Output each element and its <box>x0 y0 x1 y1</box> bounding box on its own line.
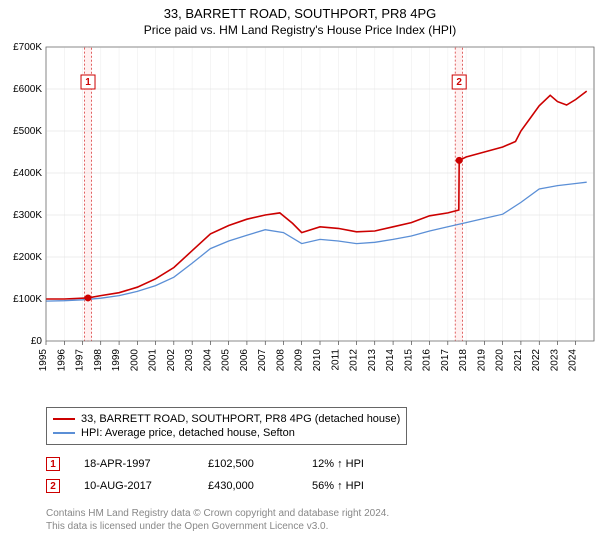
legend-swatch <box>53 418 75 420</box>
legend-item: HPI: Average price, detached house, Seft… <box>53 426 400 440</box>
svg-text:2011: 2011 <box>330 349 341 371</box>
svg-text:2020: 2020 <box>495 349 506 372</box>
page-subtitle: Price paid vs. HM Land Registry's House … <box>0 21 600 41</box>
svg-text:2016: 2016 <box>422 349 433 372</box>
transaction-delta: 56% ↑ HPI <box>312 480 422 492</box>
svg-text:£0: £0 <box>31 336 43 347</box>
legend-item: 33, BARRETT ROAD, SOUTHPORT, PR8 4PG (de… <box>53 412 400 426</box>
svg-text:2009: 2009 <box>294 349 305 372</box>
svg-text:2013: 2013 <box>367 349 378 372</box>
svg-text:1998: 1998 <box>93 349 104 372</box>
footer-line: Contains HM Land Registry data © Crown c… <box>46 507 600 520</box>
transaction-price: £430,000 <box>208 480 288 492</box>
footer: Contains HM Land Registry data © Crown c… <box>46 507 600 533</box>
transaction-price: £102,500 <box>208 458 288 470</box>
transaction-date: 10-AUG-2017 <box>84 480 184 492</box>
svg-text:2021: 2021 <box>513 349 524 372</box>
svg-text:£700K: £700K <box>13 42 42 53</box>
svg-text:2024: 2024 <box>568 349 579 372</box>
transaction-date: 18-APR-1997 <box>84 458 184 470</box>
svg-text:2005: 2005 <box>221 349 232 372</box>
svg-text:£100K: £100K <box>13 294 42 305</box>
transaction-delta: 12% ↑ HPI <box>312 458 422 470</box>
svg-text:2008: 2008 <box>275 349 286 372</box>
legend-label: HPI: Average price, detached house, Seft… <box>81 426 295 440</box>
transaction-marker: 1 <box>46 457 60 471</box>
svg-text:2018: 2018 <box>458 349 469 372</box>
svg-text:2012: 2012 <box>349 349 360 372</box>
svg-text:£500K: £500K <box>13 126 42 137</box>
svg-text:2001: 2001 <box>148 349 159 372</box>
svg-text:2007: 2007 <box>257 349 268 372</box>
transaction-row: 1 18-APR-1997 £102,500 12% ↑ HPI <box>46 453 600 475</box>
svg-text:£200K: £200K <box>13 252 42 263</box>
svg-text:2002: 2002 <box>166 349 177 372</box>
svg-text:2006: 2006 <box>239 349 250 372</box>
svg-text:£400K: £400K <box>13 168 42 179</box>
svg-text:1999: 1999 <box>111 349 122 372</box>
svg-text:2014: 2014 <box>385 349 396 372</box>
legend-swatch <box>53 432 75 434</box>
svg-text:£300K: £300K <box>13 210 42 221</box>
transaction-row: 2 10-AUG-2017 £430,000 56% ↑ HPI <box>46 475 600 497</box>
svg-text:2010: 2010 <box>312 349 323 372</box>
svg-text:2015: 2015 <box>403 349 414 372</box>
svg-text:2000: 2000 <box>129 349 140 372</box>
svg-text:1996: 1996 <box>56 349 67 372</box>
transactions-table: 1 18-APR-1997 £102,500 12% ↑ HPI 2 10-AUG-201… <box>46 453 600 497</box>
svg-text:2004: 2004 <box>202 349 213 372</box>
svg-text:£600K: £600K <box>13 84 42 95</box>
legend-label: 33, BARRETT ROAD, SOUTHPORT, PR8 4PG (de… <box>81 412 400 426</box>
svg-text:2003: 2003 <box>184 349 195 372</box>
svg-text:2022: 2022 <box>531 349 542 372</box>
footer-line: This data is licensed under the Open Gov… <box>46 520 600 533</box>
svg-text:2019: 2019 <box>476 349 487 372</box>
svg-text:1995: 1995 <box>38 349 49 372</box>
price-chart: £0 £100K £200K £300K £400K £500K £600K £700K 199… <box>0 41 600 401</box>
transaction-marker: 2 <box>46 479 60 493</box>
chart-container: £0 £100K £200K £300K £400K £500K £600K £700K 199… <box>0 41 600 401</box>
legend: 33, BARRETT ROAD, SOUTHPORT, PR8 4PG (de… <box>46 407 407 445</box>
svg-text:2023: 2023 <box>549 349 560 372</box>
page-title: 33, BARRETT ROAD, SOUTHPORT, PR8 4PG <box>0 0 600 21</box>
svg-text:2017: 2017 <box>440 349 451 372</box>
svg-text:1997: 1997 <box>75 349 86 372</box>
svg-text:2: 2 <box>456 77 462 88</box>
svg-text:1: 1 <box>85 77 91 88</box>
